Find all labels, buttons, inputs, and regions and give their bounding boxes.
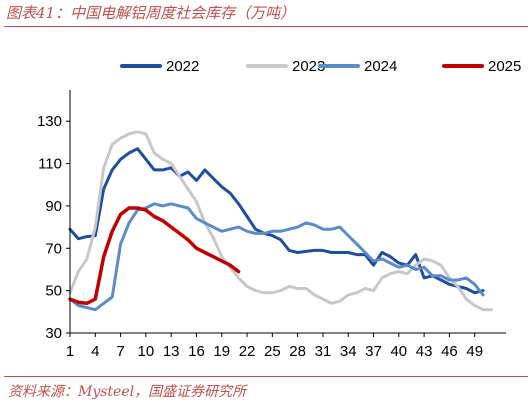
x-tick-label: 22 bbox=[239, 343, 256, 360]
series-line-2025 bbox=[68, 206, 241, 306]
source-note: 资料来源：Mysteel，国盛证券研究所 bbox=[8, 384, 247, 400]
figure-title: 图表41：中国电解铝周度社会库存（万吨） bbox=[6, 4, 296, 22]
x-tick-label: 1 bbox=[66, 343, 74, 360]
legend: 2022 2023 2024 2025 bbox=[120, 58, 521, 75]
legend-label-2025: 2025 bbox=[488, 58, 521, 75]
x-tick-label: 34 bbox=[340, 343, 357, 360]
x-tick-label: 37 bbox=[365, 343, 382, 360]
x-tick-label: 25 bbox=[264, 343, 281, 360]
x-tick-label: 10 bbox=[138, 343, 155, 360]
x-tick-label: 19 bbox=[213, 343, 230, 360]
y-tick-label: 70 bbox=[45, 240, 62, 257]
legend-label-2024: 2024 bbox=[364, 58, 397, 75]
x-tick-label: 43 bbox=[416, 343, 433, 360]
x-tick-label: 13 bbox=[163, 343, 180, 360]
x-tick-label: 16 bbox=[188, 343, 205, 360]
x-tick-label: 7 bbox=[116, 343, 124, 360]
legend-label-2022: 2022 bbox=[166, 58, 199, 75]
x-tick-label: 31 bbox=[315, 343, 332, 360]
y-tick-label: 50 bbox=[45, 283, 62, 300]
x-tick-label: 40 bbox=[390, 343, 407, 360]
series-line-2023 bbox=[68, 130, 494, 312]
x-tick-label: 4 bbox=[91, 343, 99, 360]
plot-area bbox=[68, 130, 494, 312]
y-tick-label: 90 bbox=[45, 198, 62, 215]
x-tick-label: 49 bbox=[466, 343, 483, 360]
y-tick-label: 130 bbox=[37, 113, 62, 130]
source-rule bbox=[4, 376, 528, 377]
series-line-2024 bbox=[68, 202, 485, 312]
y-axis: 30 50 70 90 110 130 bbox=[37, 90, 71, 342]
x-axis: 1 4 7 10 13 16 19 22 25 28 31 34 37 40 43 46 49 bbox=[66, 332, 506, 360]
title-rule bbox=[4, 26, 528, 27]
legend-label-2023: 2023 bbox=[292, 58, 325, 75]
y-tick-label: 30 bbox=[45, 325, 62, 342]
y-tick-label: 110 bbox=[38, 156, 62, 173]
series-line-2022 bbox=[68, 147, 485, 295]
x-tick-label: 28 bbox=[289, 343, 306, 360]
x-tick-label: 46 bbox=[441, 343, 458, 360]
